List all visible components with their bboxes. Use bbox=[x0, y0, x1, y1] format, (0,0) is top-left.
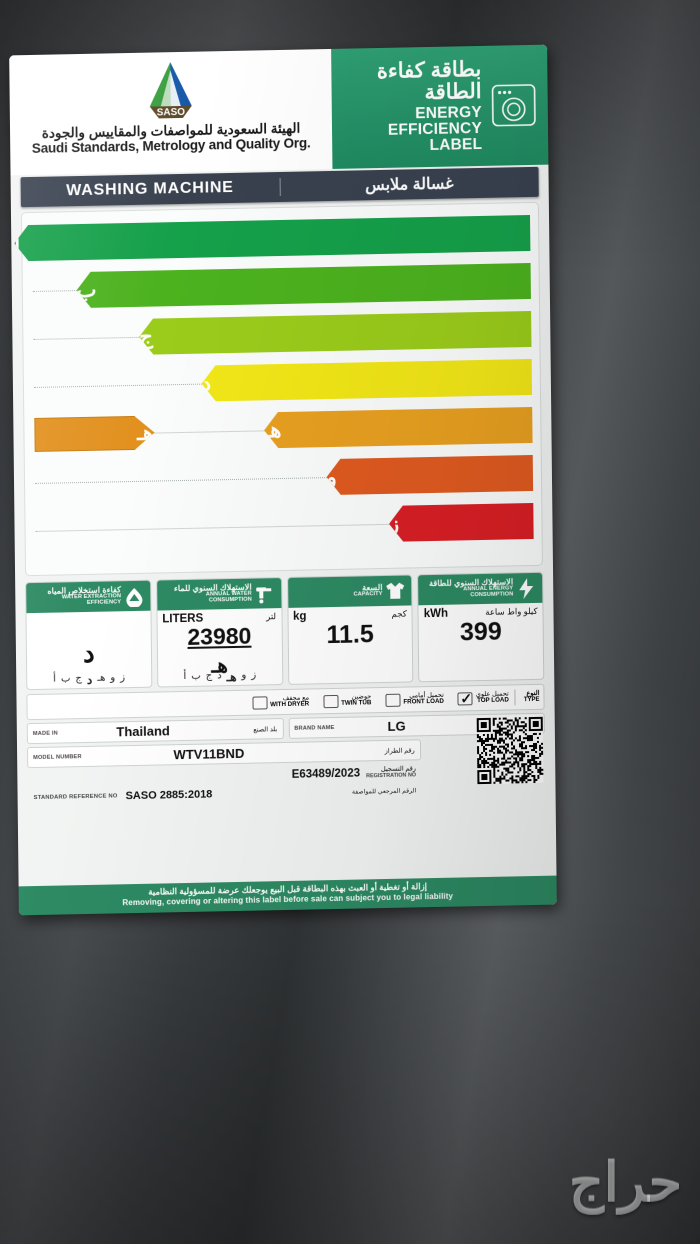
data-box-header: السعة CAPACITY bbox=[287, 575, 412, 608]
model-value: WTV11BND bbox=[173, 745, 245, 763]
type-checkbox[interactable] bbox=[457, 691, 473, 706]
washing-machine-icon bbox=[491, 84, 536, 127]
qr-code[interactable] bbox=[476, 716, 544, 785]
data-box-header: الاستهلاك السنوي للماء ANNUAL WATER CONSU… bbox=[156, 578, 281, 611]
brand-label-en: BRAND NAME bbox=[294, 724, 335, 732]
data-box-title-en: ANNUAL ENERGY CONSUMPTION bbox=[463, 585, 514, 599]
tshirt-icon bbox=[386, 582, 405, 599]
type-option-label-en: WITH DRYER bbox=[270, 700, 310, 709]
scale-class-arrow: ز bbox=[389, 503, 534, 542]
mini-class-scale: أ ب ج د هـ و ز bbox=[158, 669, 282, 685]
efficiency-scale: أ ب ج د هـ هـ و ز bbox=[21, 201, 543, 577]
type-header-en: TYPE bbox=[523, 697, 540, 704]
header-title-en: ENERGY EFFICIENCY LABEL bbox=[387, 103, 483, 155]
data-box: كفاءة استخلاص المياه WATER EXTRACTION EFF… bbox=[25, 579, 153, 691]
mini-class-letter: أ bbox=[183, 670, 187, 683]
data-box-body: kWh كيلو واط ساعة 399 bbox=[419, 603, 544, 681]
data-box-title-en: ANNUAL WATER CONSUMPTION bbox=[205, 591, 252, 604]
type-option[interactable]: تحميل أمامي FRONT LOAD bbox=[385, 691, 444, 707]
selected-class-marker: هـ bbox=[34, 416, 154, 452]
energy-label-sticker: SASO الهيئة السعودية للمواصفات والمقاييس… bbox=[9, 44, 557, 916]
data-box: السعة CAPACITY kg كجم 11.5 bbox=[286, 574, 414, 685]
header-title-ar: بطاقة كفاءة الطاقة bbox=[376, 57, 482, 104]
data-box-title-en: WATER EXTRACTION EFFICIENCY bbox=[61, 593, 122, 607]
type-divider bbox=[514, 689, 516, 706]
tap-icon bbox=[255, 587, 271, 604]
model-label-ar: رقم الطراز bbox=[384, 746, 415, 755]
mini-class-letter: ج bbox=[75, 673, 82, 685]
scale-class-arrow: ج bbox=[139, 311, 531, 355]
data-box-header: كفاءة استخلاص المياه WATER EXTRACTION EFF… bbox=[26, 580, 151, 614]
svg-text:SASO: SASO bbox=[157, 107, 186, 119]
label-header: SASO الهيئة السعودية للمواصفات والمقاييس… bbox=[9, 44, 549, 176]
mini-class-letter: أ bbox=[53, 673, 57, 685]
mini-class-letter: ز bbox=[251, 669, 257, 681]
standard-label-en: STANDARD REFERENCE NO bbox=[33, 793, 118, 802]
standard-value: SASO 2885:2018 bbox=[125, 788, 213, 803]
info-block: بلد الصنع Thailand MADE IN العلامة التجا… bbox=[26, 712, 546, 807]
made-in-label-en: MADE IN bbox=[32, 730, 58, 737]
mini-class-letter: ب bbox=[191, 670, 201, 682]
registration-label: رقم التسجيل REGISTRATION NO bbox=[366, 765, 417, 779]
scale-class-arrow: د bbox=[201, 359, 532, 402]
made-in-label-ar: بلد الصنع bbox=[253, 725, 278, 734]
mini-class-letter: ج bbox=[205, 670, 213, 682]
data-box-value: 399 bbox=[459, 617, 502, 647]
mini-class-letter: و bbox=[110, 672, 116, 684]
type-header: النوع TYPE bbox=[523, 690, 540, 704]
data-box: الاستهلاك السنوي للطاقة ANNUAL ENERGY CON… bbox=[417, 571, 545, 683]
data-box-body: kg كجم 11.5 bbox=[288, 605, 413, 683]
saso-logo-icon: SASO bbox=[149, 62, 192, 119]
registration-label-en: REGISTRATION NO bbox=[366, 771, 417, 779]
type-option-label-en: FRONT LOAD bbox=[403, 697, 444, 706]
site-watermark: حراج bbox=[568, 1153, 682, 1213]
made-in-field: بلد الصنع Thailand MADE IN bbox=[26, 718, 284, 745]
mini-class-letter: ب bbox=[60, 673, 71, 685]
unit-ar: لتر bbox=[266, 611, 277, 622]
registration-value: E63489/2023 bbox=[291, 767, 361, 781]
unit-ar: كجم bbox=[391, 608, 407, 619]
energy-bolt-icon bbox=[519, 578, 534, 600]
type-option[interactable]: حوضين TWIN TUB bbox=[323, 693, 372, 708]
data-boxes: كفاءة استخلاص المياه WATER EXTRACTION EFF… bbox=[25, 571, 545, 691]
data-box-title-en: CAPACITY bbox=[353, 591, 383, 598]
type-option-label-en: TWIN TUB bbox=[341, 699, 372, 708]
scale-class-arrow: أ bbox=[14, 215, 530, 261]
mini-class-letter: هـ bbox=[97, 672, 106, 684]
model-label-en: MODEL NUMBER bbox=[33, 753, 82, 761]
data-box: الاستهلاك السنوي للماء ANNUAL WATER CONSU… bbox=[155, 577, 283, 688]
type-option[interactable]: مع مجفف WITH DRYER bbox=[252, 694, 310, 710]
authority-block: SASO الهيئة السعودية للمواصفات والمقاييس… bbox=[9, 48, 333, 176]
mini-class-letter: و bbox=[241, 669, 247, 681]
scale-class-arrow: ب bbox=[77, 263, 531, 308]
product-name-ar: غسالة ملابس bbox=[365, 175, 454, 195]
product-name-en: WASHING MACHINE bbox=[66, 178, 234, 200]
data-box-body: د أ ب ج د هـ و ز bbox=[27, 611, 152, 689]
made-in-value: Thailand bbox=[116, 723, 170, 740]
data-box-class: د bbox=[82, 637, 95, 669]
type-option[interactable]: تحميل علوي TOP LOAD bbox=[457, 690, 509, 706]
data-box-body: LITERS لتر 23980 هـ أ ب ج د هـ و ز bbox=[157, 608, 282, 686]
type-option-label-en: TOP LOAD bbox=[477, 696, 509, 705]
data-box-value: 11.5 bbox=[326, 620, 374, 650]
mini-class-letter: د bbox=[217, 670, 222, 682]
standard-label-ar: الرقم المرجعي للمواصفة bbox=[351, 786, 417, 796]
scale-class-arrow: و bbox=[326, 455, 533, 495]
energy-label: SASO الهيئة السعودية للمواصفات والمقاييس… bbox=[9, 44, 557, 916]
type-checkbox[interactable] bbox=[385, 693, 401, 707]
type-checkbox[interactable] bbox=[323, 694, 339, 708]
data-box-value: 23980 bbox=[187, 622, 252, 650]
mini-class-letter: ز bbox=[120, 672, 126, 684]
header-title-block: بطاقة كفاءة الطاقة ENERGY EFFICIENCY LAB… bbox=[331, 44, 549, 169]
mini-class-letter: هـ bbox=[226, 669, 237, 685]
mini-class-letter: د bbox=[86, 672, 93, 687]
scale-class-arrow: هـ bbox=[264, 407, 533, 448]
water-extraction-icon bbox=[126, 588, 143, 608]
mini-class-scale: أ ب ج د هـ و ز bbox=[27, 672, 151, 688]
scale-row: ز bbox=[25, 497, 541, 555]
type-checkbox[interactable] bbox=[252, 695, 268, 710]
data-box-header: الاستهلاك السنوي للطاقة ANNUAL ENERGY CON… bbox=[418, 572, 543, 606]
